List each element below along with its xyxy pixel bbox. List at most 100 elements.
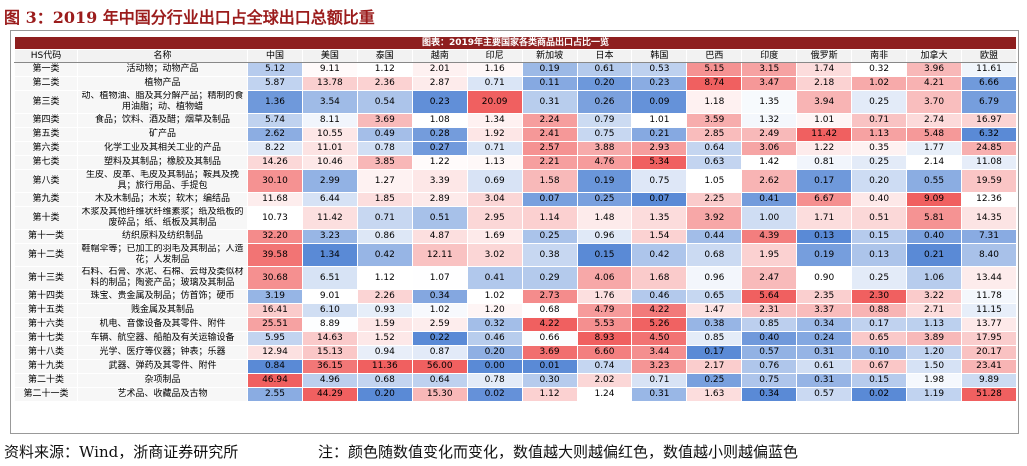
- share-cell: 0.40: [906, 229, 962, 244]
- share-cell: 2.85: [686, 127, 743, 142]
- share-cell: 1.14: [521, 206, 578, 230]
- share-cell: 1.98: [906, 373, 962, 388]
- hs-code: 第七类: [14, 155, 78, 170]
- share-cell: 1.34: [301, 243, 358, 267]
- share-cell: 0.71: [356, 206, 413, 230]
- share-cell: 0.25: [521, 229, 578, 244]
- table-row: 第八类 生皮、皮革、毛皮及其制品；鞍具及挽具；旅行用品、手提包 30.10 2.99 1…: [14, 169, 1018, 193]
- share-cell: 4.21: [906, 76, 962, 91]
- share-cell: 8.93: [576, 331, 633, 346]
- table-row: 第十六类 机电、音像设备及其零件、附件 25.51 8.89 1.59 2.59 0.32 4…: [14, 317, 1018, 332]
- share-cell: 0.31: [521, 90, 578, 114]
- hs-code: 第十六类: [14, 317, 78, 332]
- share-cell: 0.19: [796, 243, 853, 267]
- share-cell: 0.44: [686, 229, 743, 244]
- table-row: 第十二类 鞋帽伞等；已加工的羽毛及其制品；人造花；人发制品 39.58 1.34 0.4…: [14, 243, 1018, 267]
- share-cell: 0.34: [411, 289, 468, 304]
- share-cell: 46.94: [247, 373, 303, 388]
- share-cell: 1.95: [741, 243, 798, 267]
- share-cell: 1.02: [851, 76, 908, 91]
- hs-code: 第二十一类: [14, 387, 78, 402]
- share-cell: 0.25: [851, 155, 908, 170]
- share-cell: 0.78: [356, 141, 413, 156]
- share-cell: 1.77: [906, 141, 962, 156]
- share-cell: 0.13: [796, 229, 853, 244]
- share-cell: 2.41: [521, 127, 578, 142]
- share-cell: 0.28: [411, 127, 468, 142]
- share-cell: 8.22: [247, 141, 303, 156]
- hs-code: 第十八类: [14, 345, 78, 360]
- share-cell: 1.47: [686, 303, 743, 318]
- share-cell: 3.92: [686, 206, 743, 230]
- share-cell: 0.81: [796, 155, 853, 170]
- category-name: 木浆及其他纤维状纤维素浆；纸及纸板的废碎品；纸、纸板及其制品: [77, 206, 248, 230]
- share-cell: 10.46: [301, 155, 358, 170]
- share-cell: 0.10: [851, 345, 908, 360]
- share-cell: 3.04: [466, 192, 523, 207]
- share-cell: 0.90: [796, 266, 853, 290]
- column-header: 泰国: [356, 49, 413, 63]
- share-cell: 1.20: [466, 303, 523, 318]
- share-cell: 1.48: [576, 206, 633, 230]
- category-name: 鞋帽伞等；已加工的羽毛及其制品；人造花；人发制品: [77, 243, 248, 267]
- category-name: 塑料及其制品；橡胶及其制品: [77, 155, 248, 170]
- share-cell: 0.86: [356, 229, 413, 244]
- share-cell: 1.02: [411, 303, 468, 318]
- share-cell: 0.15: [851, 373, 908, 388]
- share-cell: 0.85: [686, 331, 743, 346]
- share-cell: 5.74: [247, 113, 303, 128]
- share-cell: 0.40: [741, 331, 798, 346]
- share-cell: 6.66: [960, 76, 1018, 91]
- share-cell: 15.13: [301, 345, 358, 360]
- share-cell: 13.44: [960, 266, 1018, 290]
- share-cell: 3.70: [906, 90, 962, 114]
- share-cell: 0.21: [631, 127, 688, 142]
- share-cell: 2.87: [411, 76, 468, 91]
- share-cell: 2.30: [851, 289, 908, 304]
- share-cell: 30.68: [247, 266, 303, 290]
- share-cell: 11.08: [960, 155, 1018, 170]
- share-cell: 0.34: [796, 317, 853, 332]
- share-cell: 2.95: [466, 206, 523, 230]
- share-cell: 2.14: [906, 155, 962, 170]
- share-cell: 1.54: [631, 229, 688, 244]
- share-cell: 0.71: [466, 76, 523, 91]
- share-cell: 1.24: [576, 387, 633, 402]
- share-cell: 6.44: [301, 192, 358, 207]
- share-cell: 15.30: [411, 387, 468, 402]
- heatmap-table: 图表：2019年主要国家各类商品出口占比一览 HS代码 名称 中国 美国 泰国 越南 印尼新…: [14, 36, 1018, 402]
- share-cell: 5.81: [906, 206, 962, 230]
- share-cell: 1.20: [906, 345, 962, 360]
- share-cell: 20.09: [466, 90, 523, 114]
- share-cell: 0.54: [356, 90, 413, 114]
- share-cell: 0.61: [796, 359, 853, 374]
- share-cell: 0.49: [356, 127, 413, 142]
- share-cell: 0.57: [796, 387, 853, 402]
- share-cell: 0.61: [576, 62, 633, 77]
- column-header: 名称: [77, 49, 248, 63]
- share-cell: 0.02: [851, 387, 908, 402]
- share-cell: 0.75: [631, 169, 688, 193]
- share-cell: 5.34: [631, 155, 688, 170]
- column-header: 欧盟: [960, 49, 1018, 63]
- share-cell: 0.34: [741, 387, 798, 402]
- table-caption: 图表：2019年主要国家各类商品出口占比一览: [14, 36, 1017, 50]
- share-cell: 14.26: [247, 155, 303, 170]
- share-cell: 19.59: [960, 169, 1018, 193]
- hs-code: 第十一类: [14, 229, 78, 244]
- table-row: 第六类 化学工业及其相关工业的产品 8.22 11.01 0.78 0.27 0.71 2.5…: [14, 141, 1018, 156]
- share-cell: 0.75: [576, 127, 633, 142]
- share-cell: 2.59: [411, 317, 468, 332]
- share-cell: 1.50: [906, 359, 962, 374]
- share-cell: 3.96: [906, 62, 962, 77]
- share-cell: 0.64: [411, 373, 468, 388]
- share-cell: 0.20: [466, 345, 523, 360]
- share-cell: 0.57: [741, 345, 798, 360]
- share-cell: 0.15: [851, 229, 908, 244]
- hs-code: 第十七类: [14, 331, 78, 346]
- share-cell: 1.76: [576, 289, 633, 304]
- share-cell: 13.77: [960, 317, 1018, 332]
- share-cell: 0.22: [411, 331, 468, 346]
- share-cell: 1.00: [741, 206, 798, 230]
- share-cell: 2.49: [741, 127, 798, 142]
